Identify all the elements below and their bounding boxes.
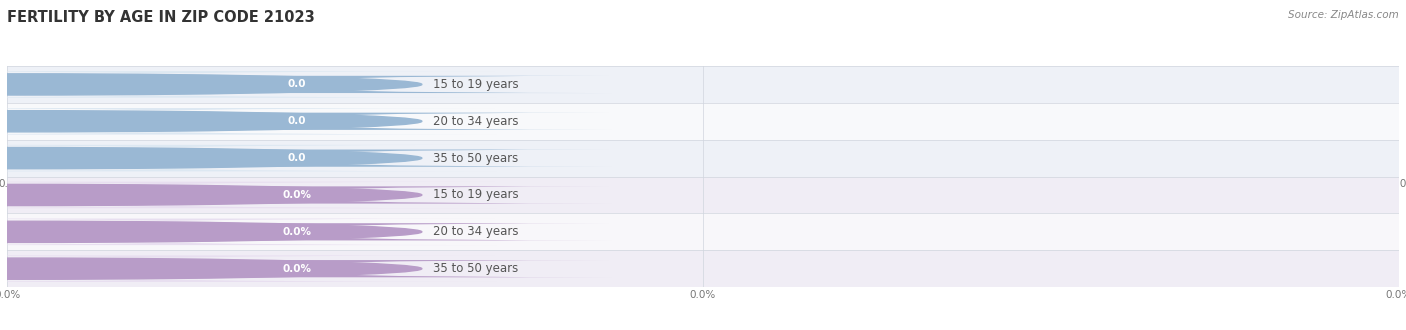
Text: FERTILITY BY AGE IN ZIP CODE 21023: FERTILITY BY AGE IN ZIP CODE 21023: [7, 10, 315, 25]
Text: 0.0%: 0.0%: [283, 190, 311, 200]
Circle shape: [0, 258, 422, 279]
FancyBboxPatch shape: [0, 218, 496, 245]
FancyBboxPatch shape: [0, 145, 496, 171]
Text: 35 to 50 years: 35 to 50 years: [433, 262, 519, 275]
Text: 15 to 19 years: 15 to 19 years: [433, 188, 519, 202]
Text: Source: ZipAtlas.com: Source: ZipAtlas.com: [1288, 10, 1399, 20]
Text: 20 to 34 years: 20 to 34 years: [433, 225, 519, 238]
FancyBboxPatch shape: [0, 113, 612, 130]
FancyBboxPatch shape: [0, 149, 612, 167]
Circle shape: [0, 184, 422, 206]
FancyBboxPatch shape: [0, 255, 496, 282]
FancyBboxPatch shape: [0, 223, 612, 241]
FancyBboxPatch shape: [0, 76, 612, 93]
Bar: [7, 140, 1399, 177]
Text: 15 to 19 years: 15 to 19 years: [433, 78, 519, 91]
FancyBboxPatch shape: [0, 260, 612, 277]
Circle shape: [0, 148, 422, 169]
Circle shape: [0, 111, 422, 132]
Bar: [7, 177, 1399, 214]
Text: 35 to 50 years: 35 to 50 years: [433, 151, 519, 165]
FancyBboxPatch shape: [0, 186, 612, 204]
Circle shape: [0, 221, 422, 243]
FancyBboxPatch shape: [0, 182, 496, 208]
Text: 0.0: 0.0: [287, 153, 305, 163]
Text: 0.0%: 0.0%: [283, 264, 311, 274]
Bar: [7, 214, 1399, 250]
Bar: [7, 103, 1399, 140]
Bar: [7, 66, 1399, 103]
Text: 20 to 34 years: 20 to 34 years: [433, 115, 519, 128]
Text: 0.0: 0.0: [287, 116, 305, 126]
Text: 0.0: 0.0: [287, 80, 305, 89]
Bar: [7, 250, 1399, 287]
FancyBboxPatch shape: [0, 71, 496, 98]
Circle shape: [0, 74, 422, 95]
FancyBboxPatch shape: [0, 108, 496, 135]
Text: 0.0%: 0.0%: [283, 227, 311, 237]
